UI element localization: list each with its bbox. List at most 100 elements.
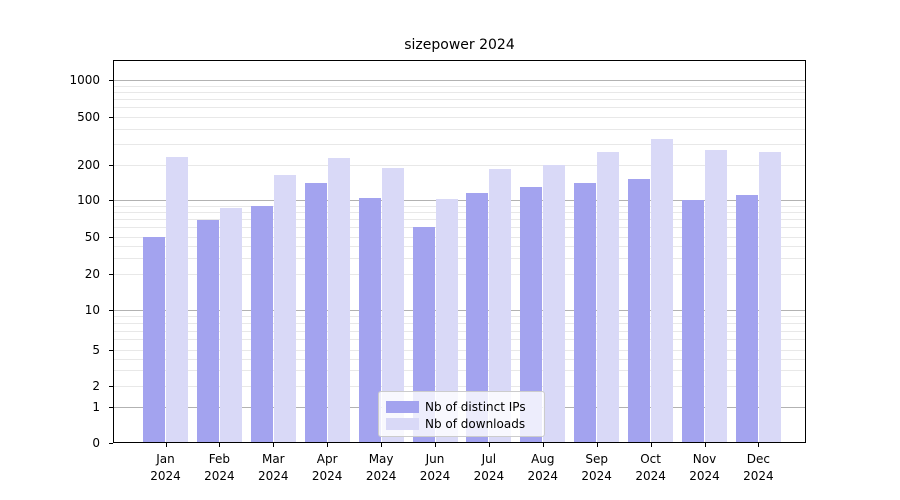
x-tick-mark-mar [273,443,275,447]
y-axis-tick-label: 50 [84,230,100,244]
chart-title: sizepower 2024 [404,37,515,53]
y-axis-tick-label: 1 [92,400,100,414]
x-tick-mark-may [381,443,383,447]
minor-gridline-7 [114,331,805,332]
bar-downloads-oct [651,138,674,442]
y-tick-mark-50 [109,237,113,238]
bar-distinct-ips-jun [412,227,435,442]
minor-gridline-60 [114,227,805,228]
y-tick-mark-20 [109,274,113,275]
y-tick-mark-5 [109,350,113,351]
x-axis-tick-label-sep: Sep 2024 [581,452,612,483]
x-tick-mark-jul [488,443,490,447]
x-tick-mark-aug [542,443,544,447]
x-tick-mark-nov [704,443,706,447]
x-axis-tick-label-jan: Jan 2024 [150,452,181,483]
x-axis-tick-label-nov: Nov 2024 [689,452,720,483]
bar-downloads-may [381,167,404,442]
y-tick-mark-500 [109,117,113,118]
major-gridline-1000 [114,80,805,81]
x-axis-tick-label-jun: Jun 2024 [419,452,451,483]
bar-downloads-dec [758,151,781,442]
bar-distinct-ips-aug [520,186,543,442]
minor-gridline-80 [114,212,805,213]
bar-distinct-ips-nov [682,200,704,442]
bar-downloads-jul [489,168,512,442]
x-axis-tick-label-feb: Feb 2024 [204,452,235,483]
y-axis-tick-label: 100 [77,193,100,207]
bar-distinct-ips-jan [143,237,165,442]
legend-label-downloads: Nb of downloads [425,417,526,431]
minor-gridline-20 [114,274,805,275]
bar-downloads-feb [219,208,242,442]
y-tick-mark-0 [109,443,113,444]
x-axis-tick-label-mar: Mar 2024 [258,452,289,483]
bar-downloads-nov [705,150,727,442]
y-axis-tick-label: 200 [77,158,100,172]
bar-distinct-ips-apr [304,183,327,442]
bar-distinct-ips-sep [574,183,597,442]
y-axis-tick-label: 5 [92,343,100,357]
bar-downloads-mar [273,175,296,442]
minor-gridline-40 [114,246,805,247]
y-tick-mark-100 [109,200,113,201]
minor-gridline-300 [114,144,805,145]
x-tick-mark-oct [650,443,652,447]
x-axis-tick-label-jul: Jul 2024 [473,452,505,483]
y-tick-mark-10 [109,310,113,311]
major-gridline-10 [114,310,805,311]
bar-downloads-jun [435,199,458,442]
y-axis-tick-label: 2 [92,379,100,393]
legend: Nb of distinct IPs Nb of downloads [378,391,545,437]
bar-downloads-sep [597,152,620,442]
bar-distinct-ips-oct [628,178,651,442]
minor-gridline-3 [114,370,805,371]
minor-gridline-800 [114,92,805,93]
y-tick-mark-2 [109,386,113,387]
minor-gridline-600 [114,107,805,108]
y-axis-tick-label: 10 [84,303,100,317]
x-axis-tick-label-may: May 2024 [365,452,397,483]
legend-swatch-downloads [386,418,419,430]
bar-distinct-ips-dec [735,195,758,442]
x-tick-mark-dec [758,443,760,447]
minor-gridline-30 [114,258,805,259]
minor-gridline-70 [114,219,805,220]
y-axis-tick-label: 20 [84,267,100,281]
minor-gridline-6 [114,339,805,340]
bar-downloads-jan [166,156,188,442]
legend-swatch-distinct-ips [386,401,419,413]
minor-gridline-90 [114,206,805,207]
x-tick-mark-jan [165,443,167,447]
x-tick-mark-feb [219,443,221,447]
bar-distinct-ips-mar [250,205,273,442]
bar-distinct-ips-jul [466,192,489,442]
minor-gridline-50 [114,237,805,238]
minor-gridline-5 [114,350,805,351]
y-axis-tick-label: 500 [77,110,100,124]
bar-distinct-ips-feb [196,219,219,442]
x-axis-tick-label-apr: Apr 2024 [311,452,343,483]
x-tick-mark-jun [435,443,436,447]
x-axis-tick-label-oct: Oct 2024 [635,452,666,483]
minor-gridline-4 [114,359,805,360]
minor-gridline-400 [114,129,805,130]
minor-gridline-8 [114,323,805,324]
x-tick-mark-sep [596,443,598,447]
y-tick-mark-1000 [109,80,113,81]
minor-gridline-700 [114,99,805,100]
y-axis-tick-label: 0 [92,436,100,450]
minor-gridline-900 [114,86,805,87]
y-tick-mark-200 [109,165,113,166]
minor-gridline-500 [114,117,805,118]
legend-label-distinct-ips: Nb of distinct IPs [425,400,526,414]
y-axis-tick-label: 1000 [69,73,100,87]
bar-downloads-aug [543,165,566,442]
x-axis-tick-label-dec: Dec 2024 [743,452,774,483]
major-gridline-100 [114,200,805,201]
minor-gridline-200 [114,165,805,166]
x-axis-tick-label-aug: Aug 2024 [527,452,559,483]
bar-distinct-ips-may [358,197,381,442]
minor-gridline-9 [114,316,805,317]
